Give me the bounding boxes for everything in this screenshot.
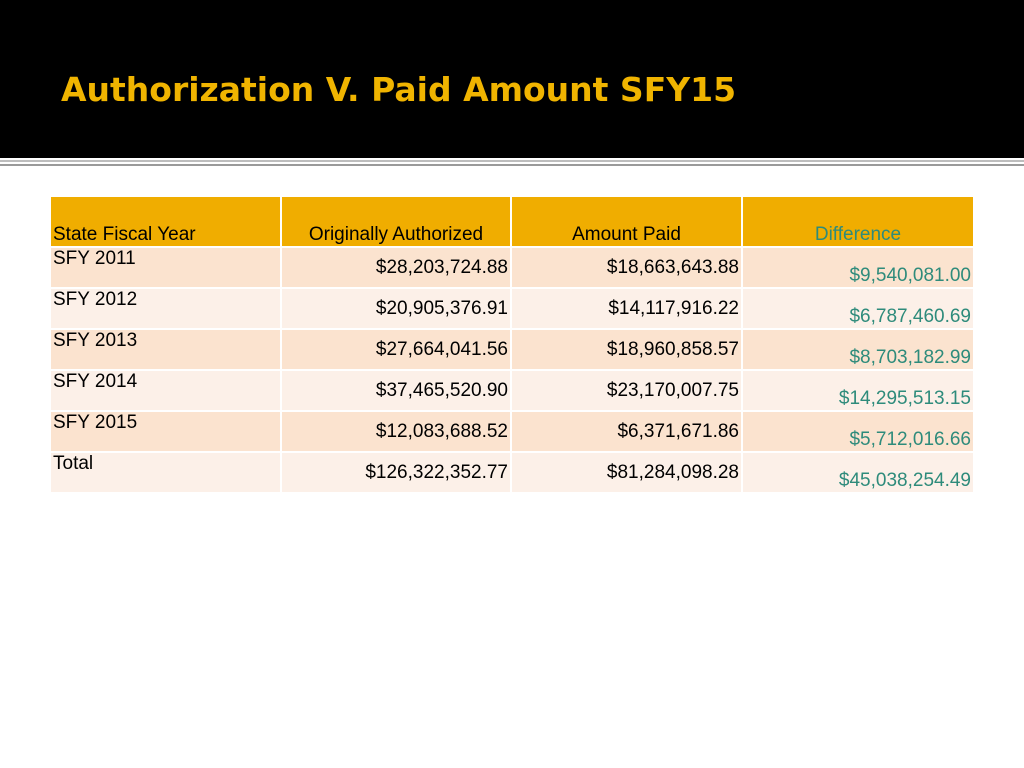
- cell-paid: $23,170,007.75: [511, 370, 743, 412]
- cell-authorized: $20,905,376.91: [281, 288, 512, 330]
- cell-paid: $81,284,098.28: [511, 452, 743, 494]
- cell-authorized: $37,465,520.90: [281, 370, 512, 412]
- cell-difference: $9,540,081.00: [742, 247, 973, 289]
- slide-title: Authorization V. Paid Amount SFY15: [61, 70, 737, 109]
- header-difference: Difference: [742, 197, 973, 248]
- cell-paid: $6,371,671.86: [511, 411, 743, 453]
- cell-difference: $45,038,254.49: [742, 452, 973, 494]
- cell-year: Total: [51, 452, 282, 494]
- header-originally-authorized: Originally Authorized: [281, 197, 512, 248]
- cell-year: SFY 2015: [51, 411, 282, 453]
- table-row-total: Total $126,322,352.77 $81,284,098.28 $45…: [51, 452, 973, 494]
- cell-authorized: $27,664,041.56: [281, 329, 512, 371]
- authorization-table: State Fiscal Year Originally Authorized …: [51, 197, 973, 494]
- divider-line: [0, 160, 1024, 162]
- cell-difference: $6,787,460.69: [742, 288, 973, 330]
- cell-paid: $14,117,916.22: [511, 288, 743, 330]
- cell-paid: $18,960,858.57: [511, 329, 743, 371]
- cell-difference: $8,703,182.99: [742, 329, 973, 371]
- table-row: SFY 2012 $20,905,376.91 $14,117,916.22 $…: [51, 288, 973, 330]
- table-row: SFY 2011 $28,203,724.88 $18,663,643.88 $…: [51, 247, 973, 289]
- cell-authorized: $126,322,352.77: [281, 452, 512, 494]
- cell-difference: $5,712,016.66: [742, 411, 973, 453]
- cell-authorized: $12,083,688.52: [281, 411, 512, 453]
- cell-year: SFY 2011: [51, 247, 282, 289]
- table-row: SFY 2015 $12,083,688.52 $6,371,671.86 $5…: [51, 411, 973, 453]
- cell-paid: $18,663,643.88: [511, 247, 743, 289]
- table-row: SFY 2014 $37,465,520.90 $23,170,007.75 $…: [51, 370, 973, 412]
- cell-year: SFY 2014: [51, 370, 282, 412]
- divider-line: [0, 164, 1024, 166]
- cell-year: SFY 2013: [51, 329, 282, 371]
- header-amount-paid: Amount Paid: [511, 197, 743, 248]
- cell-authorized: $28,203,724.88: [281, 247, 512, 289]
- table-header-row: State Fiscal Year Originally Authorized …: [51, 197, 973, 248]
- cell-year: SFY 2012: [51, 288, 282, 330]
- cell-difference: $14,295,513.15: [742, 370, 973, 412]
- header-state-fiscal-year: State Fiscal Year: [51, 197, 282, 248]
- table-row: SFY 2013 $27,664,041.56 $18,960,858.57 $…: [51, 329, 973, 371]
- title-bar: Authorization V. Paid Amount SFY15: [0, 0, 1024, 158]
